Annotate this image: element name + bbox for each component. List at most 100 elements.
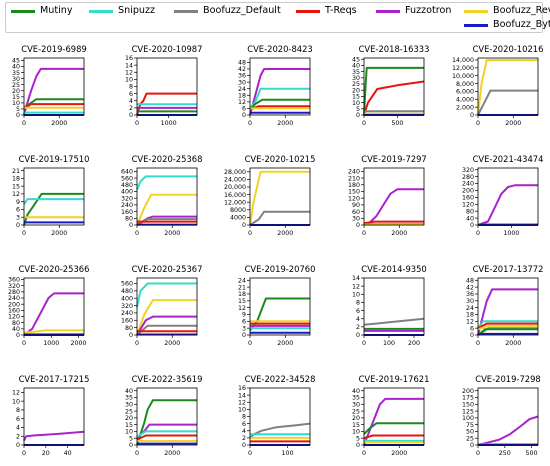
y-tick-label: 21 bbox=[12, 168, 20, 175]
y-tick-label: 12 bbox=[466, 319, 474, 326]
x-tick-label: 0 bbox=[362, 340, 366, 347]
subplot-title: CVE-2021-43474 bbox=[473, 154, 544, 164]
y-tick-label: 6 bbox=[16, 416, 20, 423]
y-tick-label: 14 bbox=[352, 275, 360, 282]
x-tick-label: 0 bbox=[22, 450, 26, 457]
y-tick-label: 14,000 bbox=[452, 57, 474, 64]
series-line-boofuzz-default bbox=[249, 422, 311, 439]
x-tick-label: 0 bbox=[135, 230, 139, 237]
x-tick-label: 2000 bbox=[277, 340, 293, 347]
y-tick-label: 20 bbox=[352, 415, 360, 422]
axes-frame bbox=[136, 57, 198, 116]
y-tick-label: 0 bbox=[242, 332, 246, 339]
series-line-boofuzz-default bbox=[477, 89, 538, 116]
subplot: CVE-2020-1021602,0004,0006,0008,00010,00… bbox=[452, 44, 543, 127]
series-line-fuzzotron bbox=[477, 415, 539, 446]
x-tick-label: 100 bbox=[383, 340, 395, 347]
y-tick-label: 60 bbox=[352, 209, 360, 216]
x-tick-label: 500 bbox=[391, 120, 403, 127]
y-tick-label: 5 bbox=[356, 435, 360, 442]
y-tick-label: 18 bbox=[238, 92, 246, 99]
y-tick-label: 80 bbox=[125, 325, 133, 332]
axes-frame bbox=[477, 387, 539, 446]
y-tick-label: 4 bbox=[242, 428, 246, 435]
y-tick-label: 8000 bbox=[230, 207, 246, 214]
x-tick-label: 500 bbox=[526, 450, 538, 457]
y-tick-label: 40 bbox=[125, 388, 133, 395]
y-tick-label: 400 bbox=[121, 295, 133, 302]
axes-frame bbox=[363, 57, 425, 116]
subplot-title: CVE-2019-6989 bbox=[21, 44, 87, 54]
y-tick-label: 80 bbox=[12, 320, 20, 327]
y-tick-label: 0 bbox=[356, 112, 360, 119]
axes-frame bbox=[136, 387, 198, 446]
series-line-t-reqs bbox=[363, 80, 425, 116]
y-tick-label: 175 bbox=[462, 395, 474, 402]
y-tick-label: 0 bbox=[356, 332, 360, 339]
subplot-title: CVE-2019-17510 bbox=[19, 154, 90, 164]
y-tick-label: 8,000 bbox=[456, 81, 474, 88]
series-line-boofuzz-reversal bbox=[23, 329, 84, 334]
y-tick-label: 120 bbox=[462, 201, 474, 208]
series-line-fuzzotron bbox=[363, 188, 424, 226]
y-tick-label: 24 bbox=[466, 305, 474, 312]
x-tick-label: 2000 bbox=[164, 230, 180, 237]
y-tick-label: 6 bbox=[356, 308, 360, 315]
series-line-boofuzz-reversal bbox=[136, 299, 197, 336]
subplot-title: CVE-2020-10215 bbox=[245, 154, 316, 164]
y-tick-label: 240 bbox=[8, 295, 20, 302]
y-tick-label: 2 bbox=[16, 433, 20, 440]
y-tick-label: 15 bbox=[12, 183, 20, 190]
y-tick-label: 35 bbox=[125, 395, 133, 402]
y-tick-label: 160 bbox=[8, 308, 20, 315]
subplot-title: CVE-2019-7297 bbox=[361, 154, 427, 164]
y-tick-label: 10 bbox=[12, 100, 20, 107]
y-tick-label: 36 bbox=[238, 73, 246, 80]
y-tick-label: 2 bbox=[242, 435, 246, 442]
y-tick-label: 12 bbox=[12, 390, 20, 397]
y-tick-label: 12 bbox=[352, 283, 360, 290]
series-line-snipuzz bbox=[249, 87, 310, 110]
series-line-boofuzz-default bbox=[136, 218, 197, 226]
y-tick-label: 0 bbox=[470, 222, 474, 229]
legend-label: Fuzzotron bbox=[405, 5, 452, 16]
series-line-mutiny bbox=[23, 98, 84, 109]
y-tick-label: 10 bbox=[352, 429, 360, 436]
y-tick-label: 2 bbox=[129, 105, 133, 112]
x-tick-label: 2000 bbox=[164, 450, 180, 457]
y-tick-label: 45 bbox=[12, 58, 20, 65]
series-line-boofuzz-reversal bbox=[249, 170, 310, 226]
x-tick-label: 2000 bbox=[277, 230, 293, 237]
x-tick-label: 0 bbox=[476, 340, 480, 347]
y-tick-label: 240 bbox=[121, 202, 133, 209]
subplot-title: CVE-2017-13772 bbox=[473, 264, 544, 274]
y-tick-label: 12,000 bbox=[224, 199, 246, 206]
series-line-mutiny bbox=[249, 98, 310, 111]
y-tick-label: 100 bbox=[462, 415, 474, 422]
y-tick-label: 15 bbox=[238, 298, 246, 305]
legend-swatch bbox=[464, 10, 488, 13]
axes-frame bbox=[23, 387, 85, 446]
y-tick-label: 20 bbox=[12, 88, 20, 95]
subplot-title: CVE-2019-7298 bbox=[475, 374, 541, 384]
y-tick-label: 25 bbox=[352, 408, 360, 415]
y-tick-label: 25 bbox=[352, 81, 360, 88]
x-tick-label: 2000 bbox=[505, 120, 521, 127]
x-tick-label: 250 bbox=[499, 450, 511, 457]
y-tick-label: 560 bbox=[121, 175, 133, 182]
y-tick-label: 120 bbox=[348, 195, 360, 202]
series-line-fuzzotron bbox=[23, 292, 84, 336]
x-tick-label: 0 bbox=[135, 450, 139, 457]
y-tick-label: 280 bbox=[462, 174, 474, 181]
axes-frame bbox=[363, 277, 425, 336]
series-line-snipuzz bbox=[136, 282, 197, 308]
x-tick-label: 0 bbox=[22, 340, 26, 347]
series-line-boofuzz-default bbox=[363, 317, 425, 326]
x-tick-label: 2000 bbox=[51, 230, 67, 237]
